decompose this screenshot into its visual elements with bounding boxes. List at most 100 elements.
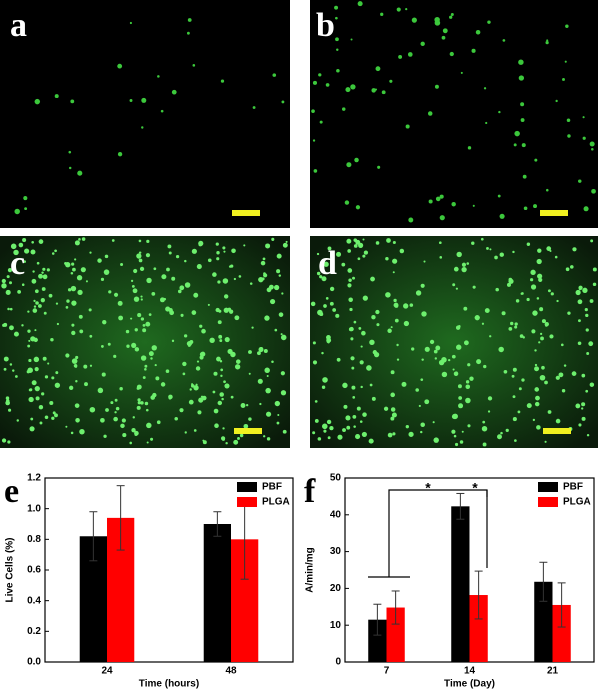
- cell: [227, 348, 233, 355]
- cell: [357, 257, 361, 261]
- cell: [506, 282, 511, 287]
- cell: [368, 438, 374, 444]
- cell: [222, 246, 226, 250]
- cell: [216, 356, 221, 362]
- cell: [326, 335, 331, 340]
- cell: [41, 287, 46, 291]
- cell: [467, 146, 472, 150]
- cell: [530, 269, 536, 275]
- cell: [22, 238, 27, 243]
- cell: [122, 433, 127, 438]
- cell: [142, 376, 146, 380]
- cell: [186, 31, 190, 35]
- significance-bracket: [368, 489, 488, 578]
- cell: [68, 150, 72, 154]
- annotation: *: [472, 480, 478, 496]
- x-tick-label: 21: [547, 666, 559, 677]
- cell: [499, 252, 504, 257]
- cell: [592, 282, 597, 287]
- cell: [575, 289, 581, 296]
- cell: [461, 262, 467, 267]
- cell: [578, 179, 582, 183]
- cell: [563, 364, 567, 367]
- cell: [482, 420, 486, 424]
- cell: [396, 343, 399, 347]
- cell: [97, 387, 104, 394]
- legend-label: PLGA: [563, 497, 591, 508]
- cell: [319, 120, 323, 124]
- cell: [373, 352, 380, 358]
- cell: [314, 400, 318, 403]
- cell: [390, 416, 395, 421]
- cell: [29, 426, 35, 432]
- cell: [546, 39, 549, 42]
- y-tick-label: 40: [330, 509, 342, 520]
- cell: [33, 299, 36, 302]
- cell: [7, 268, 13, 273]
- cell: [141, 126, 144, 129]
- cell: [268, 284, 274, 290]
- cell: [578, 423, 582, 427]
- cell: [547, 410, 552, 414]
- cell: [453, 434, 457, 438]
- cell: [134, 347, 140, 352]
- cell: [463, 340, 469, 346]
- cell: [89, 334, 93, 338]
- cell: [246, 404, 249, 407]
- cell: [534, 401, 540, 407]
- cell: [383, 406, 389, 411]
- cell: [146, 277, 152, 284]
- cell: [513, 143, 517, 147]
- cell: [342, 107, 346, 111]
- cell: [104, 254, 109, 259]
- y-axis-label: Live Cells (%): [5, 537, 16, 602]
- cell: [321, 351, 324, 355]
- cell: [193, 385, 199, 391]
- cell: [374, 88, 378, 91]
- cell: [153, 267, 157, 271]
- cell: [137, 398, 141, 402]
- cell: [316, 271, 321, 276]
- cell: [146, 239, 150, 244]
- cell: [281, 292, 284, 295]
- cell: [572, 247, 577, 252]
- cell: [280, 333, 283, 336]
- cell: [420, 378, 424, 382]
- cell: [452, 413, 458, 420]
- cell: [418, 404, 421, 408]
- cell: [476, 359, 482, 365]
- cell: [349, 307, 353, 312]
- panel-label: d: [318, 245, 337, 282]
- cell: [84, 382, 88, 387]
- cell: [71, 330, 76, 336]
- cell: [327, 341, 330, 344]
- cell: [34, 329, 37, 332]
- cell: [408, 431, 414, 437]
- cell: [439, 215, 445, 221]
- cell: [262, 257, 266, 261]
- cell: [133, 268, 138, 274]
- cell: [522, 336, 525, 339]
- cell: [138, 251, 142, 254]
- cell: [311, 109, 315, 113]
- cell: [28, 358, 32, 363]
- cell: [335, 16, 338, 20]
- cell: [433, 349, 438, 354]
- cell: [512, 395, 516, 399]
- cell: [321, 276, 327, 282]
- cell: [65, 353, 70, 358]
- cell: [439, 256, 443, 259]
- cell: [549, 334, 554, 339]
- cell: [585, 328, 589, 332]
- x-tick-label: 14: [464, 666, 476, 677]
- cell: [212, 272, 217, 277]
- cell: [213, 408, 219, 414]
- cell: [361, 330, 366, 336]
- cell: [285, 240, 288, 243]
- cell: [121, 418, 126, 423]
- cell: [519, 334, 524, 338]
- cell: [582, 287, 588, 293]
- y-tick-label: 0.0: [27, 657, 41, 668]
- cell: [522, 174, 527, 179]
- cell: [434, 357, 437, 360]
